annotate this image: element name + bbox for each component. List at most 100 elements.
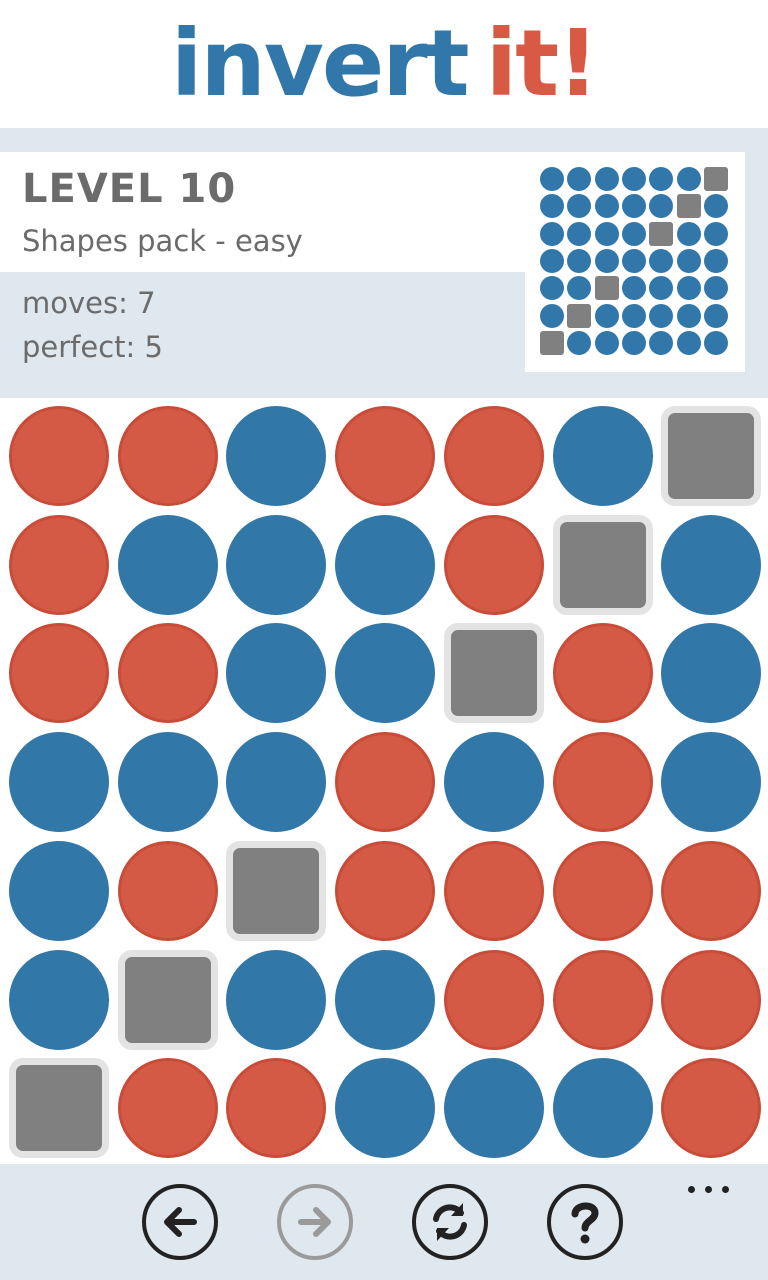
board-circle-blue[interactable]: [9, 841, 109, 941]
board-circle-red[interactable]: [118, 1058, 218, 1158]
board-circle-blue[interactable]: [661, 515, 761, 615]
board-circle-blue[interactable]: [118, 732, 218, 832]
preview-circle: [595, 222, 619, 246]
board-circle-red[interactable]: [226, 1058, 326, 1158]
preview-circle: [649, 304, 673, 328]
board-square-tile[interactable]: [226, 841, 326, 941]
board-circle-blue[interactable]: [226, 950, 326, 1050]
moves-counter: moves: 7: [22, 286, 156, 320]
preview-circle: [677, 276, 701, 300]
board-circle-red[interactable]: [335, 406, 435, 506]
preview-circle: [649, 249, 673, 273]
board-circle-red[interactable]: [118, 623, 218, 723]
game-board: [0, 398, 768, 1164]
app-title-it: it!: [485, 10, 599, 117]
preview-circle: [567, 276, 591, 300]
preview-circle: [622, 276, 646, 300]
board-circle-blue[interactable]: [553, 1058, 653, 1158]
board-circle-red[interactable]: [444, 841, 544, 941]
board-circle-red[interactable]: [444, 406, 544, 506]
board-square-tile[interactable]: [661, 406, 761, 506]
board-circle-red[interactable]: [9, 406, 109, 506]
more-dots-icon: [688, 1186, 695, 1193]
board-circle-blue[interactable]: [226, 732, 326, 832]
preview-square: [677, 194, 701, 218]
more-options-button[interactable]: [686, 1182, 732, 1196]
board-circle-blue[interactable]: [661, 623, 761, 723]
preview-circle: [649, 167, 673, 191]
preview-circle: [622, 167, 646, 191]
board-circle-blue[interactable]: [553, 406, 653, 506]
level-info-panel: LEVEL 10 Shapes pack - easy moves: 7 per…: [0, 128, 768, 398]
board-circle-red[interactable]: [9, 623, 109, 723]
preview-circle: [595, 331, 619, 355]
preview-square: [595, 276, 619, 300]
board-circle-blue[interactable]: [226, 623, 326, 723]
level-header-background: [0, 152, 526, 272]
board-square-tile[interactable]: [553, 515, 653, 615]
preview-circle: [704, 276, 728, 300]
preview-circle: [595, 304, 619, 328]
board-circle-red[interactable]: [661, 1058, 761, 1158]
board-circle-red[interactable]: [118, 406, 218, 506]
more-dot: [705, 1186, 712, 1193]
board-circle-blue[interactable]: [335, 1058, 435, 1158]
board-circle-red[interactable]: [553, 732, 653, 832]
preview-circle: [622, 194, 646, 218]
preview-circle: [704, 331, 728, 355]
board-circle-blue[interactable]: [226, 406, 326, 506]
preview-circle: [677, 222, 701, 246]
preview-circle: [649, 331, 673, 355]
redo-button[interactable]: [277, 1184, 353, 1260]
board-square-tile[interactable]: [444, 623, 544, 723]
board-circle-red[interactable]: [335, 732, 435, 832]
app-title: invert it!: [0, 0, 768, 128]
board-circle-blue[interactable]: [9, 950, 109, 1050]
board-circle-blue[interactable]: [9, 732, 109, 832]
board-circle-blue[interactable]: [118, 515, 218, 615]
board-circle-red[interactable]: [9, 515, 109, 615]
restart-button[interactable]: [412, 1184, 488, 1260]
board-circle-blue[interactable]: [444, 732, 544, 832]
board-circle-red[interactable]: [444, 950, 544, 1050]
board-circle-red[interactable]: [553, 623, 653, 723]
preview-circle: [540, 194, 564, 218]
preview-circle: [704, 249, 728, 273]
preview-circle: [622, 331, 646, 355]
preview-circle: [540, 249, 564, 273]
pack-name: Shapes pack - easy: [22, 224, 303, 258]
help-button[interactable]: [547, 1184, 623, 1260]
board-square-tile[interactable]: [9, 1058, 109, 1158]
board-circle-red[interactable]: [661, 950, 761, 1050]
board-circle-red[interactable]: [118, 841, 218, 941]
board-circle-red[interactable]: [335, 841, 435, 941]
board-circle-red[interactable]: [661, 841, 761, 941]
preview-circle: [540, 167, 564, 191]
more-dot: [722, 1186, 729, 1193]
preview-circle: [567, 222, 591, 246]
restart-icon: [433, 1203, 467, 1241]
board-circle-blue[interactable]: [335, 950, 435, 1050]
board-circle-blue[interactable]: [226, 515, 326, 615]
preview-circle: [567, 194, 591, 218]
preview-circle: [677, 331, 701, 355]
board-circle-red[interactable]: [444, 515, 544, 615]
board-circle-blue[interactable]: [335, 623, 435, 723]
preview-circle: [595, 249, 619, 273]
board-circle-red[interactable]: [553, 950, 653, 1050]
preview-circle: [595, 194, 619, 218]
preview-circle: [649, 194, 673, 218]
undo-button[interactable]: [142, 1184, 218, 1260]
preview-circle: [677, 249, 701, 273]
preview-square: [649, 222, 673, 246]
preview-circle: [567, 249, 591, 273]
board-circle-blue[interactable]: [335, 515, 435, 615]
board-circle-blue[interactable]: [661, 732, 761, 832]
preview-circle: [677, 167, 701, 191]
preview-square: [540, 331, 564, 355]
preview-circle: [567, 167, 591, 191]
board-circle-blue[interactable]: [444, 1058, 544, 1158]
preview-circle: [567, 331, 591, 355]
board-circle-red[interactable]: [553, 841, 653, 941]
board-square-tile[interactable]: [118, 950, 218, 1050]
